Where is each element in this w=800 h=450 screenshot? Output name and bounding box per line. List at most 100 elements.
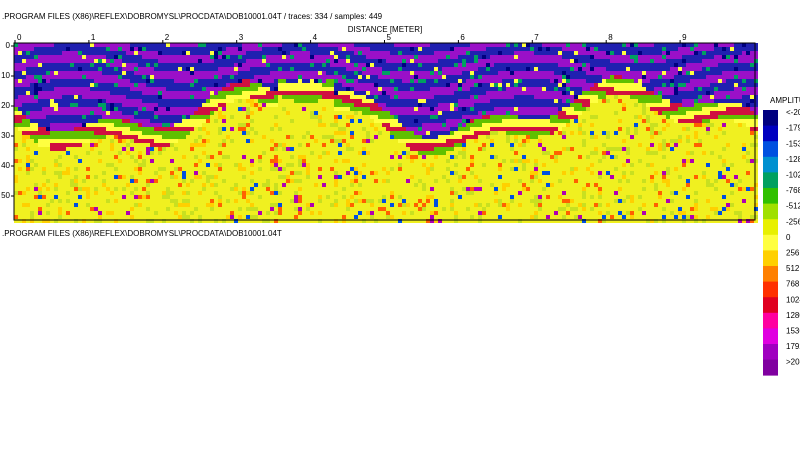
radargram-cell — [126, 59, 130, 63]
radargram-cell — [30, 195, 34, 199]
radargram-cell — [322, 123, 326, 127]
radargram-cell — [134, 119, 138, 123]
radargram-cell — [386, 199, 390, 203]
radargram-cell — [374, 203, 378, 207]
radargram-cell — [294, 175, 298, 179]
radargram-cell — [430, 47, 434, 51]
radargram-cell — [178, 115, 182, 119]
radargram-cell — [338, 63, 342, 67]
radargram-cell — [414, 207, 418, 211]
radargram-cell — [290, 87, 294, 91]
radargram-cell — [178, 179, 182, 183]
radargram-cell — [394, 115, 398, 119]
radargram-cell — [194, 163, 198, 167]
radargram-cell — [402, 55, 406, 59]
radargram-cell — [234, 123, 238, 127]
radargram-cell — [250, 179, 254, 183]
radargram-cell — [182, 103, 186, 107]
radargram-cell — [394, 143, 398, 147]
radargram-cell — [238, 123, 242, 127]
radargram-cell — [366, 91, 370, 95]
radargram-cell — [30, 63, 34, 67]
radargram-cell — [410, 183, 414, 187]
radargram-cell — [42, 207, 46, 211]
radargram-cell — [450, 123, 454, 127]
radargram-cell — [374, 111, 378, 115]
radargram-cell — [390, 67, 394, 71]
radargram-cell — [166, 55, 170, 59]
radargram-cell — [210, 207, 214, 211]
radargram-cell — [454, 67, 458, 71]
radargram-cell — [406, 103, 410, 107]
radargram-cell — [146, 55, 150, 59]
radargram-cell — [38, 127, 42, 131]
radargram-cell — [234, 115, 238, 119]
radargram-cell — [62, 119, 66, 123]
radargram-cell — [246, 163, 250, 167]
radargram-cell — [446, 95, 450, 99]
radargram-cell — [38, 115, 42, 119]
radargram-cell — [338, 215, 342, 219]
radargram-cell — [406, 207, 410, 211]
radargram-cell — [166, 187, 170, 191]
radargram-cell — [218, 131, 222, 135]
radargram-cell — [74, 199, 78, 203]
radargram-cell — [218, 43, 222, 47]
radargram-cell — [402, 83, 406, 87]
radargram-cell — [226, 167, 230, 171]
radargram-cell — [406, 59, 410, 63]
radargram-cell — [450, 47, 454, 51]
radargram-cell — [370, 71, 374, 75]
radargram-cell — [162, 151, 166, 155]
radargram-cell — [90, 103, 94, 107]
radargram-cell — [22, 107, 26, 111]
radargram-cell — [74, 219, 78, 223]
radargram-cell — [86, 203, 90, 207]
radargram-cell — [30, 147, 34, 151]
radargram-cell — [34, 51, 38, 55]
radargram-cell — [14, 79, 18, 83]
radargram-cell — [418, 219, 422, 223]
radargram-cell — [234, 195, 238, 199]
radargram-cell — [402, 215, 406, 219]
radargram-cell — [210, 135, 214, 139]
radargram-cell — [278, 123, 282, 127]
radargram-cell — [414, 55, 418, 59]
radargram-cell — [46, 47, 50, 51]
radargram-cell — [210, 63, 214, 67]
radargram-cell — [262, 131, 266, 135]
radargram-cell — [314, 123, 318, 127]
radargram-cell — [162, 107, 166, 111]
radargram-cell — [30, 87, 34, 91]
radargram-cell — [250, 63, 254, 67]
radargram-cell — [366, 179, 370, 183]
radargram-cell — [398, 99, 402, 103]
radargram-cell — [158, 207, 162, 211]
radargram-cell — [306, 131, 310, 135]
radargram-cell — [106, 147, 110, 151]
radargram-cell — [118, 99, 122, 103]
radargram-cell — [114, 59, 118, 63]
radargram-cell — [82, 199, 86, 203]
radargram-cell — [50, 175, 54, 179]
radargram-cell — [438, 59, 442, 63]
radargram-cell — [82, 187, 86, 191]
radargram-cell — [306, 123, 310, 127]
radargram-cell — [26, 139, 30, 143]
radargram-cell — [422, 215, 426, 219]
radargram-cell — [34, 67, 38, 71]
radargram-cell — [118, 139, 122, 143]
radargram-cell — [390, 147, 394, 151]
radargram-cell — [170, 171, 174, 175]
radargram-cell — [186, 163, 190, 167]
radargram-cell — [274, 119, 278, 123]
radargram-cell — [278, 139, 282, 143]
radargram-cell — [258, 151, 262, 155]
radargram-cell — [318, 99, 322, 103]
radargram-cell — [74, 151, 78, 155]
radargram-cell — [198, 107, 202, 111]
radargram-cell — [34, 83, 38, 87]
radargram-cell — [278, 151, 282, 155]
radargram-cell — [274, 103, 278, 107]
radargram-cell — [270, 95, 274, 99]
